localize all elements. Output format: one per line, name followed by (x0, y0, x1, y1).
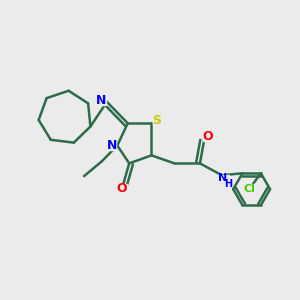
Text: O: O (202, 130, 213, 143)
Text: Cl: Cl (243, 184, 255, 194)
Text: O: O (116, 182, 127, 195)
Bar (97, 96, 106, 105)
Text: N: N (107, 139, 117, 152)
Text: S: S (152, 114, 161, 128)
Bar (117, 184, 127, 194)
Bar (242, 184, 255, 194)
Bar (153, 117, 161, 125)
Bar (107, 141, 116, 150)
Text: H: H (224, 178, 232, 189)
Text: N: N (218, 173, 227, 183)
Text: N: N (96, 94, 107, 107)
Bar (203, 133, 212, 141)
Bar (218, 175, 230, 185)
